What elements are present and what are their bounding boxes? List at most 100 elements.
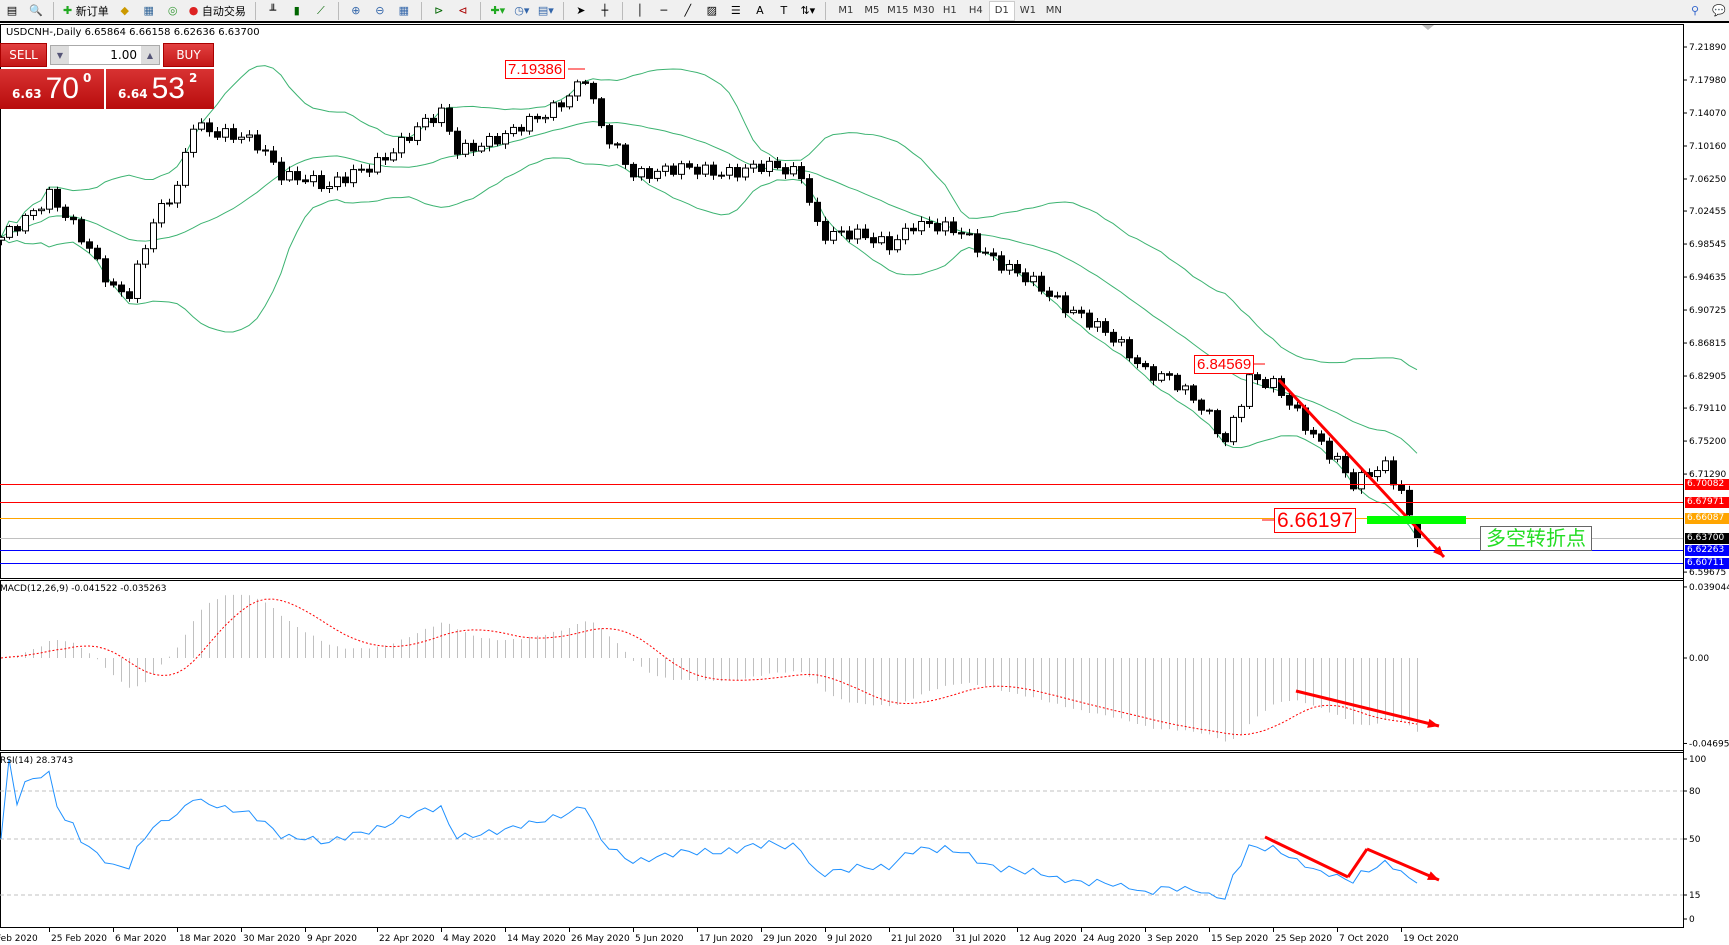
candle	[942, 216, 949, 236]
search-icon[interactable]: ⚲	[1690, 4, 1700, 17]
timeframe-m30[interactable]: M30	[913, 5, 935, 16]
candle	[414, 122, 421, 146]
timeframe-h4[interactable]: H4	[968, 5, 983, 16]
text-label-icon[interactable]: T	[780, 4, 788, 17]
cursor-icon[interactable]: ➤	[576, 4, 586, 17]
autoscroll-icon[interactable]: ⊳	[434, 4, 444, 17]
candle-body	[846, 230, 853, 240]
chart-shift-icon[interactable]: ⊲	[458, 4, 468, 17]
separator	[621, 1, 623, 20]
candle-body	[246, 134, 253, 138]
sell-price[interactable]: 6.63 70 0	[0, 69, 104, 109]
rsi-pane	[0, 758, 1683, 900]
candlestick-icon[interactable]: ▮	[293, 4, 300, 17]
candle-body	[886, 236, 893, 251]
templates-icon[interactable]: ▤▾	[537, 4, 554, 17]
buy-button[interactable]: BUY	[163, 43, 214, 67]
arrows-icon[interactable]: ⇅▾	[800, 4, 816, 17]
pivot-price-label[interactable]: 6.66197	[1274, 508, 1356, 533]
buy-price[interactable]: 6.64 53 2	[106, 69, 214, 109]
candle	[1014, 259, 1021, 277]
candle-body	[1038, 275, 1045, 292]
high-price-label[interactable]: 7.19386	[505, 60, 566, 79]
candle	[1350, 468, 1357, 492]
indicators-icon[interactable]: ✚▾	[490, 4, 506, 17]
timeframe-m5[interactable]: M5	[864, 5, 880, 16]
candle	[1294, 401, 1301, 412]
sell-button[interactable]: SELL	[0, 43, 47, 67]
timeframe-m1[interactable]: M1	[838, 5, 854, 16]
candle	[622, 142, 629, 169]
candle-body	[222, 128, 229, 138]
text-icon[interactable]: A	[756, 4, 764, 17]
auto-trading-label: 自动交易	[201, 4, 246, 18]
crosshair-icon[interactable]: ┼	[601, 4, 609, 17]
database-icon[interactable]: ▦	[143, 4, 154, 17]
chat-icon[interactable]: 💬	[1712, 4, 1726, 17]
pivot-text-label[interactable]: 多空转折点	[1480, 526, 1592, 551]
tile-windows-icon[interactable]: ▦	[398, 4, 410, 17]
timeframe-d1[interactable]: D1	[988, 0, 1015, 21]
periods-icon[interactable]: ◷▾	[514, 4, 530, 17]
candle	[886, 231, 893, 255]
candle-body	[286, 171, 293, 181]
candle	[70, 214, 77, 225]
zoom-window-icon[interactable]: 🔍	[29, 4, 43, 17]
timeframe-m15[interactable]: M15	[887, 5, 909, 16]
line-chart-icon[interactable]: ⟋	[316, 3, 325, 17]
rsi-pane-frame	[0, 752, 1684, 928]
new-order-label: 新订单	[75, 4, 109, 18]
new-chart-icon[interactable]: ▤	[6, 4, 18, 17]
candle	[982, 247, 989, 256]
candle-body	[462, 142, 469, 155]
timeframe-h1[interactable]: H1	[942, 5, 957, 16]
volume-input[interactable]: 1.00	[110, 48, 137, 62]
vertical-line-icon[interactable]: │	[636, 4, 644, 17]
candle-body	[518, 126, 525, 132]
candle-body	[86, 241, 93, 249]
candle-body	[654, 170, 661, 179]
equidistant-channel-icon[interactable]: ▨	[706, 4, 718, 17]
zoom-in-icon[interactable]: ⊕	[351, 4, 361, 17]
horizontal-line-icon[interactable]: ─	[660, 4, 668, 17]
zoom-out-icon[interactable]: ⊖	[375, 4, 385, 17]
candle	[1142, 360, 1149, 370]
date-tick-label: 7 Oct 2020	[1339, 934, 1389, 944]
candle	[126, 287, 133, 302]
sell-price-fraction: 0	[82, 71, 92, 85]
candle	[1206, 408, 1213, 415]
signals-icon[interactable]: ◎	[167, 4, 178, 17]
timeframe-mn[interactable]: MN	[1045, 5, 1062, 16]
candle-body	[262, 149, 269, 152]
candle-body	[174, 184, 181, 204]
history-center-icon[interactable]: ◆	[120, 4, 129, 17]
candle	[1094, 318, 1101, 332]
bar-chart-icon[interactable]: ╨	[269, 4, 277, 17]
price-tick-label: 6.75200	[1689, 437, 1726, 447]
price-tick-label: 6.82905	[1689, 372, 1726, 382]
candle-body	[1206, 409, 1213, 412]
trendline-icon[interactable]: ╱	[684, 4, 692, 17]
volume-increase-button[interactable]: ▲	[141, 46, 159, 64]
price-line-label: 6.66087	[1685, 513, 1729, 524]
candle	[1198, 398, 1205, 415]
candle-body	[1390, 460, 1397, 486]
new-order-button[interactable]: ✚ 新订单	[61, 1, 111, 21]
candle	[214, 126, 221, 141]
volume-decrease-button[interactable]: ▼	[51, 46, 69, 64]
separator	[254, 1, 256, 20]
candle-body	[62, 206, 69, 218]
swing-price-label[interactable]: 6.84569	[1194, 355, 1255, 374]
fibonacci-icon[interactable]: ☰	[730, 4, 741, 17]
candle-body	[438, 107, 445, 124]
rsi-tick-label: 15	[1689, 891, 1700, 901]
auto-trading-button[interactable]: ● 自动交易	[187, 1, 248, 21]
candle	[406, 132, 413, 144]
candle-body	[342, 176, 349, 184]
timeframe-w1[interactable]: W1	[1019, 5, 1036, 16]
candle	[902, 223, 909, 245]
candle-body	[1086, 312, 1093, 328]
candle-body	[1078, 309, 1085, 314]
candle	[1150, 364, 1157, 386]
